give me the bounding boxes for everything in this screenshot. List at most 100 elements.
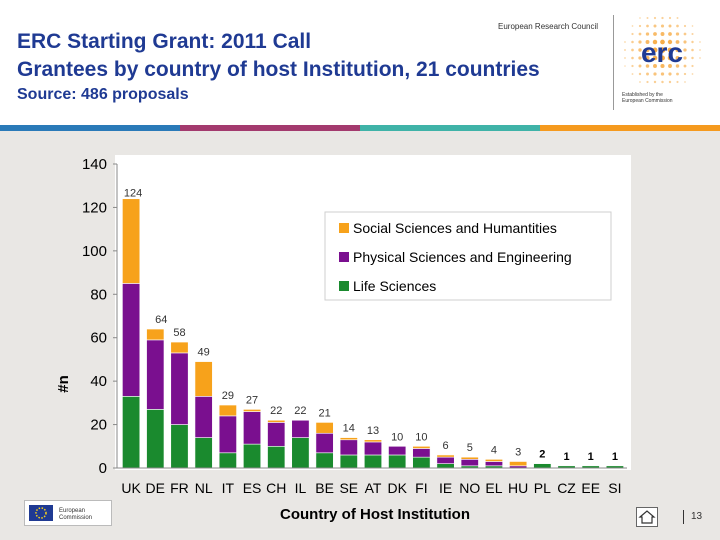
logo-dot — [675, 32, 680, 36]
bar-segment — [146, 328, 165, 341]
bar-segment — [315, 422, 334, 434]
x-tick-label: ES — [243, 480, 262, 496]
logo-dot — [631, 64, 634, 68]
logo-dot — [675, 64, 680, 68]
logo-dot — [638, 40, 642, 44]
bar-segment — [194, 396, 213, 438]
bar-segment — [436, 454, 455, 458]
logo-dot — [639, 17, 641, 19]
x-tick-label: NO — [459, 480, 480, 496]
title-line-1: ERC Starting Grant: 2011 Call — [17, 30, 312, 53]
bar-segment — [388, 454, 407, 469]
legend-swatch — [339, 223, 349, 233]
x-tick-label: DE — [146, 480, 165, 496]
data-label: 10 — [415, 431, 427, 443]
logo-dot — [683, 48, 687, 52]
bar-segment — [170, 424, 189, 469]
bar-segment — [194, 437, 213, 469]
page-separator — [683, 510, 684, 524]
logo-dot — [691, 73, 694, 75]
y-tick-label: 60 — [90, 330, 107, 347]
logo-dot — [660, 32, 665, 36]
page-number: 13 — [691, 511, 703, 522]
bar-segment — [363, 454, 383, 469]
logo-dot — [676, 17, 679, 19]
data-label: 64 — [155, 314, 167, 326]
logo-dot — [691, 48, 694, 52]
logo-dot — [691, 64, 694, 68]
logo-dot — [699, 49, 701, 51]
logo-dot — [653, 80, 657, 84]
data-label: 49 — [198, 347, 210, 359]
established-line-1: Established by the — [622, 92, 663, 98]
logo-dot — [660, 63, 665, 69]
data-label: 14 — [343, 423, 355, 435]
logo-dot — [646, 17, 649, 19]
bar-segment — [170, 352, 189, 425]
logo-dot — [653, 64, 657, 68]
data-label: 3 — [515, 446, 521, 458]
logo-dot — [660, 24, 665, 28]
logo-dot — [676, 80, 679, 84]
bar-segment — [146, 409, 165, 469]
logo-dot — [675, 40, 680, 44]
bar-segment — [291, 437, 310, 469]
stripe-4 — [540, 125, 720, 131]
logo-dot — [653, 24, 657, 28]
legend-swatch — [339, 281, 349, 291]
logo-dot — [645, 56, 650, 60]
logo-dot — [631, 32, 634, 36]
logo-dot — [646, 24, 649, 28]
y-tick-label: 20 — [90, 417, 107, 434]
data-label: 22 — [270, 405, 282, 417]
council-label: European Research Council — [498, 22, 599, 31]
bar-segment — [267, 419, 286, 423]
established-label: Established by the European Commission — [622, 92, 673, 104]
header: ERC Starting Grant: 2011 Call Grantees b… — [0, 0, 720, 125]
x-tick-label: HU — [508, 480, 528, 496]
x-tick-label: EE — [581, 480, 600, 496]
bar-segment — [243, 411, 262, 445]
eu-flag-icon: European Commission — [29, 505, 92, 521]
logo-dot — [638, 48, 642, 52]
x-tick-label: FR — [170, 480, 189, 496]
logo-dot — [631, 56, 634, 60]
bar-segment — [388, 445, 407, 456]
bar-segment — [533, 463, 552, 469]
home-icon[interactable] — [636, 507, 658, 527]
x-tick-label: FI — [415, 480, 427, 496]
logo-dot — [653, 72, 657, 76]
logo-dot — [675, 47, 680, 53]
y-axis-label: #n — [55, 375, 72, 393]
data-label: 21 — [318, 407, 330, 419]
plot-area — [115, 155, 631, 470]
logo-dot — [668, 32, 672, 36]
bar-segment — [412, 448, 431, 458]
logo-dot — [652, 47, 658, 53]
bar-segment — [339, 437, 358, 441]
logo-dot — [645, 64, 650, 68]
logo-dot — [646, 72, 649, 76]
bar-segment — [460, 459, 479, 467]
data-label: 5 — [467, 442, 473, 454]
stripe-1 — [0, 125, 180, 131]
bar-segment — [267, 422, 286, 447]
bar-segment — [170, 341, 189, 354]
bar-segment — [363, 439, 383, 443]
data-label: 2 — [539, 449, 545, 461]
bar-segment — [460, 456, 479, 460]
commission-label-1: European — [59, 508, 85, 514]
logo-dot — [624, 41, 626, 43]
x-tick-label: BE — [315, 480, 334, 496]
data-label: 1 — [563, 451, 569, 463]
y-tick-label: 40 — [90, 373, 107, 390]
logo-dot — [638, 64, 642, 68]
logo-dot — [699, 57, 701, 59]
logo-dot — [668, 72, 672, 76]
logo-dot — [667, 39, 673, 45]
logo-dot — [645, 40, 650, 44]
logo-dot — [638, 56, 642, 60]
x-tick-label: EL — [485, 480, 502, 496]
logo-dot — [660, 39, 665, 45]
logo-dot — [661, 80, 664, 84]
